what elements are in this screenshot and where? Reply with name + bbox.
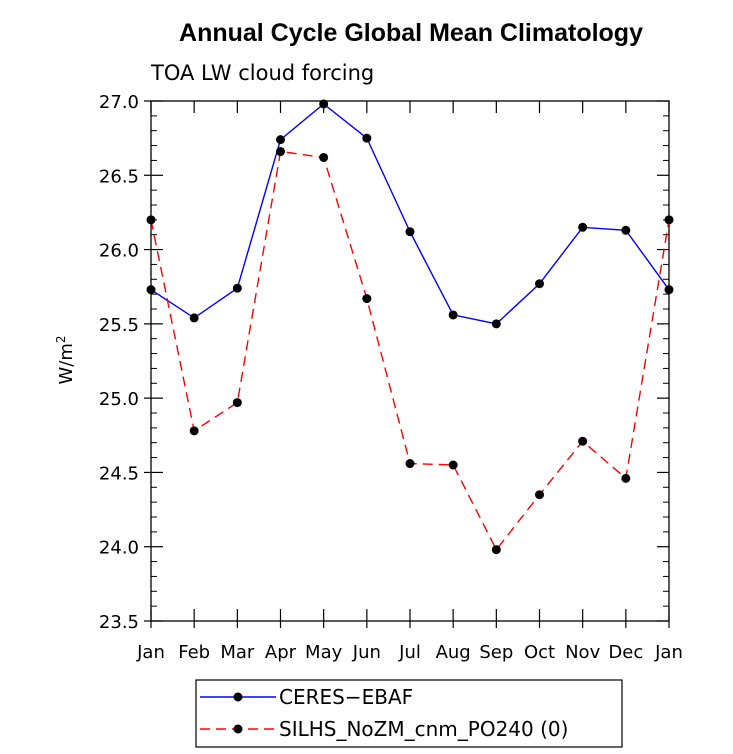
series-2-point <box>189 426 199 436</box>
x-tick-label: Nov <box>565 642 600 663</box>
legend-marker-ceres <box>233 692 243 702</box>
y-tick-label: 27.0 <box>99 92 139 113</box>
x-tick-label: Jul <box>398 642 421 663</box>
x-tick-label: Sep <box>479 642 513 663</box>
y-tick-label: 24.5 <box>99 463 139 484</box>
y-axis-title-base: W/m <box>56 343 77 384</box>
y-tick-label: 26.0 <box>99 241 139 262</box>
axis-ticks <box>144 100 670 628</box>
x-tick-label: Jun <box>352 642 381 663</box>
series-1-point <box>405 227 415 237</box>
x-tick-label: May <box>305 642 343 663</box>
series-1-point <box>276 135 285 145</box>
x-tick-label: Dec <box>608 642 643 663</box>
y-axis-title-superscript: 2 <box>54 335 68 343</box>
x-tick-label: Aug <box>436 642 471 663</box>
series-1-point <box>491 319 501 329</box>
series-layer <box>146 99 674 555</box>
series-1-point <box>621 225 631 235</box>
series-2-point <box>664 215 674 225</box>
series-1-point <box>535 279 544 289</box>
series-1-point <box>146 285 156 295</box>
y-tick-label: 24.0 <box>99 538 139 559</box>
x-tick-label: Mar <box>220 642 255 663</box>
y-tick-label: 23.5 <box>99 612 139 633</box>
series-2-point <box>405 459 415 469</box>
plot-frame <box>150 100 670 622</box>
series-1-point <box>578 222 588 232</box>
series-line-2 <box>150 150 670 551</box>
series-2-point <box>621 473 631 483</box>
series-1-point <box>232 283 242 293</box>
series-2-point <box>146 215 156 225</box>
series-2-point <box>448 460 458 470</box>
y-tick-labels: 23.5 24.0 24.5 25.0 25.5 26.0 26.5 27.0 <box>99 92 139 633</box>
series-2-point <box>232 398 242 408</box>
x-tick-label: Oct <box>524 642 555 663</box>
legend-label-ceres: CERES−EBAF <box>279 685 413 709</box>
legend-box <box>195 679 623 748</box>
legend-label-silhs: SILHS_NoZM_cnm_PO240 (0) <box>279 717 568 741</box>
series-2-point <box>276 147 285 157</box>
y-tick-label: 25.5 <box>99 315 139 336</box>
x-tick-label: Feb <box>178 642 210 663</box>
series-1-point <box>664 285 674 295</box>
series-2-point <box>319 152 329 162</box>
series-2-point <box>578 436 588 446</box>
series-2-point <box>491 545 501 555</box>
series-line-1 <box>150 103 670 325</box>
legend: CERES−EBAF SILHS_NoZM_cnm_PO240 (0) <box>195 679 623 748</box>
svg-text:W/m2: W/m2 <box>54 335 77 384</box>
y-axis-title: W/m2 <box>54 335 77 384</box>
chart-title: Annual Cycle Global Mean Climatology <box>179 19 643 47</box>
y-tick-label: 26.5 <box>99 166 139 187</box>
x-tick-label: Jan <box>136 642 165 663</box>
series-1-point <box>189 313 199 323</box>
legend-marker-silhs <box>233 724 243 734</box>
series-2-point <box>362 294 372 304</box>
x-tick-label: Jan <box>654 642 683 663</box>
x-tick-label: Apr <box>265 642 297 663</box>
chart-subtitle: TOA LW cloud forcing <box>150 61 374 85</box>
x-tick-labels: Jan Feb Mar Apr May Jun Jul Aug Sep Oct Nov Dec Jan <box>136 642 683 663</box>
series-1-point <box>448 310 458 320</box>
series-1-point <box>362 133 372 143</box>
series-2-point <box>535 490 544 500</box>
y-tick-label: 25.0 <box>99 389 139 410</box>
series-1-point <box>319 99 329 109</box>
